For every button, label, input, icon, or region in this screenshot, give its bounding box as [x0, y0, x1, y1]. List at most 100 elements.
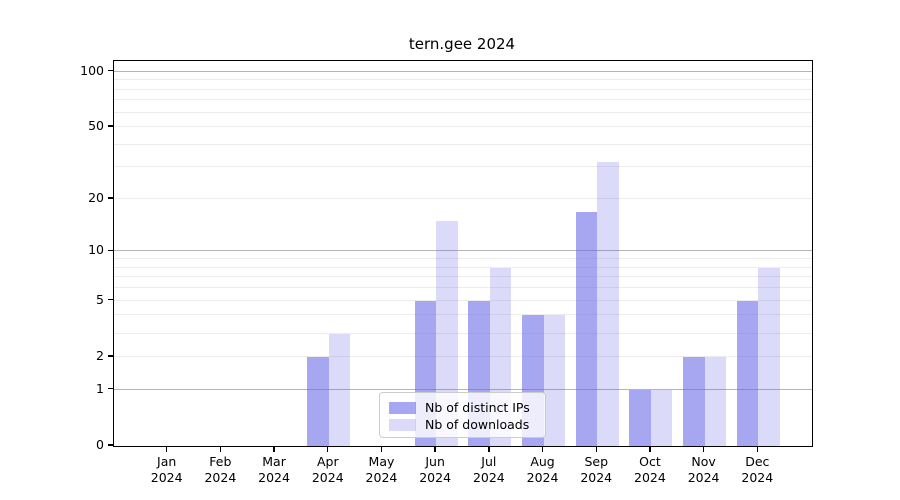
- x-tick-year: 2024: [419, 469, 452, 485]
- x-tick-label: Aug 2024: [511, 454, 575, 485]
- bar-distinct-ips: [683, 356, 705, 446]
- gridline-minor: [114, 332, 812, 334]
- x-tick-mark: [702, 446, 705, 452]
- gridline-minor: [114, 266, 812, 268]
- legend-label-downloads: Nb of downloads: [425, 417, 530, 432]
- y-tick-label: 2: [96, 347, 104, 363]
- bar-distinct-ips: [307, 356, 329, 446]
- x-tick-month: Aug: [530, 454, 555, 469]
- x-tick-month: Feb: [209, 454, 232, 469]
- y-tick-label: 50: [88, 118, 104, 134]
- gridline-minor: [114, 111, 812, 113]
- y-tick-label: 20: [88, 190, 104, 205]
- gridline-major: [114, 388, 812, 390]
- x-tick-label: Jan 2024: [135, 454, 199, 485]
- x-tick-year: 2024: [204, 469, 237, 485]
- x-tick-year: 2024: [150, 469, 183, 485]
- x-tick-mark: [434, 446, 436, 452]
- y-tick-label: 0: [96, 437, 104, 452]
- x-tick-month: May: [368, 454, 395, 469]
- x-tick-year: 2024: [580, 469, 613, 485]
- x-tick-mark: [219, 446, 222, 452]
- x-tick-month: Mar: [262, 454, 286, 469]
- x-tick-month: Sep: [584, 454, 608, 469]
- y-tick-mark: [108, 444, 113, 446]
- chart-title: tern.gee 2024: [408, 35, 516, 53]
- gridline-minor: [114, 314, 812, 316]
- x-tick-mark: [541, 446, 544, 452]
- x-tick-label: Nov 2024: [672, 454, 736, 485]
- bar-downloads: [436, 221, 458, 446]
- y-tick-label: 1: [96, 380, 104, 396]
- bar-distinct-ips: [629, 389, 651, 446]
- y-tick-mark: [108, 249, 113, 252]
- x-tick-year: 2024: [687, 469, 720, 485]
- x-tick-label: Jun 2024: [403, 454, 467, 485]
- gridline-minor: [114, 299, 812, 301]
- bar-downloads: [758, 267, 780, 446]
- bar-downloads: [543, 315, 566, 446]
- x-tick-month: Jan: [157, 454, 177, 469]
- legend-swatch-downloads: [389, 418, 416, 431]
- x-tick-mark: [488, 446, 490, 452]
- x-tick-label: Feb 2024: [188, 454, 252, 485]
- bar-distinct-ips: [736, 300, 759, 446]
- gridline-major: [114, 70, 812, 72]
- y-tick-label: 5: [96, 291, 104, 307]
- y-tick-label: 100: [80, 62, 104, 78]
- x-tick-mark: [165, 446, 168, 452]
- gridline-minor: [114, 126, 812, 128]
- gridline-minor: [114, 99, 812, 101]
- x-tick-year: 2024: [526, 469, 559, 485]
- bar-distinct-ips: [575, 211, 598, 446]
- gridline-major: [114, 250, 812, 252]
- gridline-minor: [114, 258, 812, 260]
- x-tick-month: Oct: [639, 454, 661, 469]
- x-tick-year: 2024: [634, 469, 666, 485]
- x-tick-year: 2024: [311, 469, 344, 485]
- legend-swatch-distinct-ips: [389, 401, 416, 414]
- gridline-minor: [114, 166, 812, 168]
- gridline-minor: [114, 276, 812, 278]
- legend-item-downloads: Nb of downloads: [389, 416, 536, 433]
- gridline-minor: [114, 88, 812, 90]
- x-tick-month: Nov: [691, 454, 716, 469]
- x-tick-month: Dec: [745, 454, 770, 469]
- gridline-minor: [114, 143, 812, 145]
- x-tick-label: May 2024: [349, 454, 413, 485]
- x-tick-year: 2024: [472, 469, 505, 485]
- x-tick-year: 2024: [258, 469, 290, 485]
- y-tick-mark: [108, 125, 113, 127]
- legend: Nb of distinct IPs Nb of downloads: [379, 392, 546, 438]
- bar-downloads: [597, 162, 619, 446]
- x-tick-mark: [595, 446, 597, 452]
- x-tick-label: Sep 2024: [564, 454, 628, 485]
- x-tick-mark: [273, 446, 275, 452]
- y-tick-mark: [108, 197, 113, 199]
- legend-item-distinct-ips: Nb of distinct IPs: [389, 399, 536, 416]
- gridline-minor: [114, 355, 812, 357]
- x-tick-label: Mar 2024: [242, 454, 306, 485]
- gridline-minor: [114, 79, 812, 81]
- y-tick-label: 10: [88, 242, 104, 258]
- bar-downloads: [650, 389, 673, 446]
- y-tick-mark: [108, 355, 113, 357]
- legend-label-distinct-ips: Nb of distinct IPs: [425, 400, 530, 415]
- gridline-minor: [114, 198, 812, 200]
- x-tick-label: Jul 2024: [457, 454, 521, 485]
- x-tick-label: Dec 2024: [725, 454, 789, 485]
- x-tick-label: Oct 2024: [618, 454, 682, 485]
- x-tick-mark: [756, 446, 758, 452]
- x-tick-mark: [649, 446, 651, 452]
- y-tick-mark: [108, 388, 113, 390]
- bar-downloads: [328, 333, 351, 446]
- x-tick-mark: [327, 446, 329, 452]
- bar-downloads: [704, 356, 727, 446]
- x-tick-month: Jun: [425, 454, 445, 469]
- x-tick-month: Jul: [481, 454, 497, 469]
- x-tick-mark: [380, 446, 383, 452]
- x-tick-month: Apr: [316, 454, 339, 469]
- gridline-minor: [114, 287, 812, 289]
- y-tick-mark: [108, 69, 113, 72]
